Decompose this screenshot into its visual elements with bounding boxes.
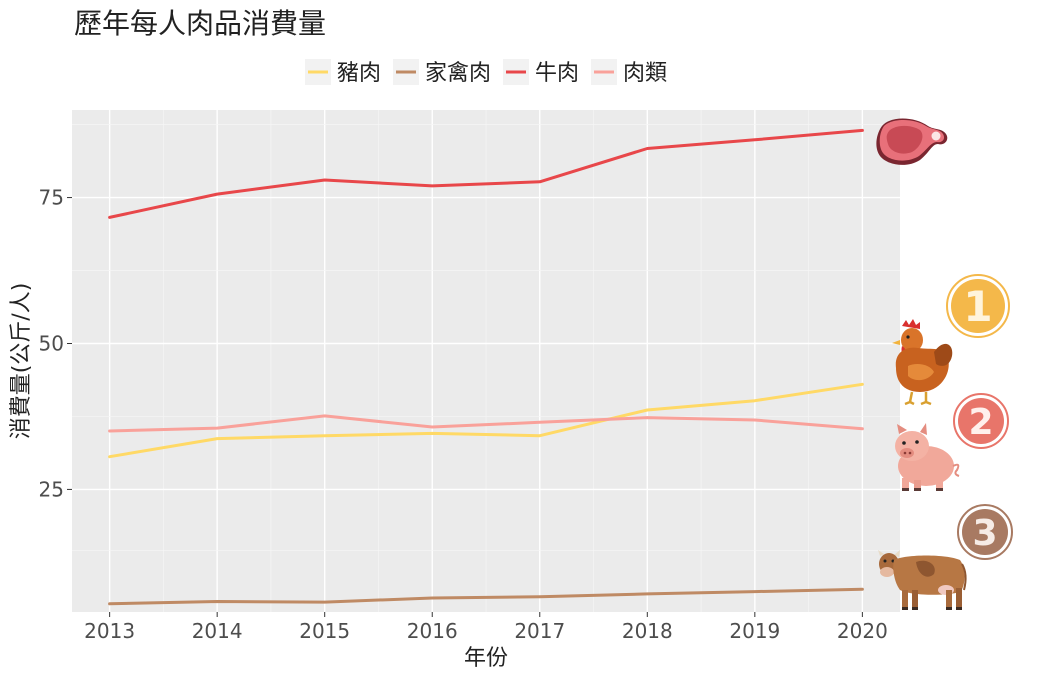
- chart-title: 歷年每人肉品消費量: [74, 7, 326, 40]
- x-tick-label: 2015: [299, 619, 350, 643]
- x-tick-label: 2020: [837, 619, 888, 643]
- rank-badge-2-label: 2: [968, 402, 993, 443]
- x-axis-ticks: 2013 2014 2015 2016 2017 2018 2019 2020: [84, 612, 888, 643]
- grid: [72, 110, 900, 612]
- x-tick-label: 2016: [407, 619, 458, 643]
- legend-label-1: 家禽肉: [425, 61, 491, 86]
- series-line-2: [108, 128, 864, 219]
- chicken-icon: [892, 319, 953, 406]
- x-tick-label: 2019: [729, 619, 780, 643]
- rank-badge-1: 1: [946, 274, 1010, 338]
- legend-label-3: 肉類: [623, 61, 667, 86]
- y-tick-label: 25: [39, 477, 64, 501]
- x-tick-label: 2013: [84, 619, 135, 643]
- x-tick-label: 2018: [622, 619, 673, 643]
- x-tick-label: 2017: [514, 619, 565, 643]
- rank-badge-1-label: 1: [963, 282, 992, 331]
- y-tick-label: 75: [39, 186, 64, 210]
- pig-icon: [895, 423, 960, 491]
- legend: 豬肉 家禽肉 牛肉 肉類: [305, 59, 667, 86]
- x-axis-label: 年份: [464, 646, 508, 671]
- series-line-1: [108, 587, 864, 606]
- rank-badge-3: 3: [957, 504, 1013, 560]
- series-lines: [108, 128, 864, 606]
- y-axis-label: 消費量(公斤/人): [9, 283, 34, 440]
- rank-badge-3-label: 3: [972, 513, 997, 554]
- steak-icon: [876, 118, 948, 165]
- legend-label-0: 豬肉: [337, 61, 381, 86]
- x-tick-label: 2014: [192, 619, 243, 643]
- y-axis-ticks: 25 50 75: [39, 186, 72, 501]
- cow-icon: [878, 550, 967, 610]
- legend-label-2: 牛肉: [535, 61, 579, 86]
- series-line-0: [108, 382, 864, 459]
- rank-badge-2: 2: [953, 393, 1009, 449]
- y-tick-label: 50: [39, 331, 64, 355]
- series-line-3: [108, 414, 864, 433]
